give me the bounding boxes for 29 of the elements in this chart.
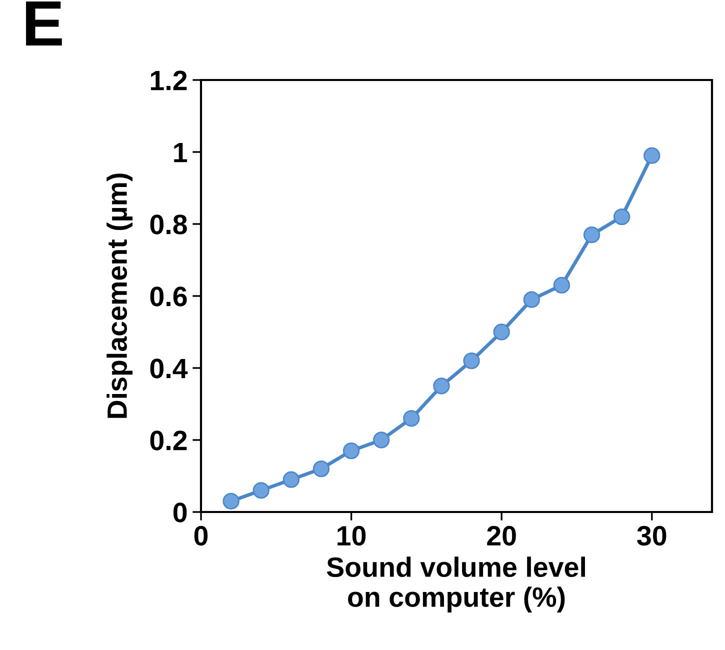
y-tick-label: 0.6 xyxy=(150,286,187,306)
y-tick-label: 1 xyxy=(174,142,188,162)
point xyxy=(373,432,390,448)
x-axis-title: Sound volume level on computer (%) xyxy=(326,556,585,612)
x-tick-label: 20 xyxy=(487,526,516,546)
point xyxy=(583,226,600,244)
x-tick-label: 10 xyxy=(338,526,366,546)
point xyxy=(523,291,540,308)
x-tick-label: 0 xyxy=(194,526,208,546)
point xyxy=(252,482,270,499)
point xyxy=(403,410,420,427)
y-tick-label: 0.2 xyxy=(150,430,187,450)
y-tick-label: 0 xyxy=(173,502,187,522)
x-tick-label: 30 xyxy=(637,526,666,546)
text: E xyxy=(26,2,62,46)
point xyxy=(644,147,660,164)
y-tick-label: 0.8 xyxy=(150,214,187,234)
point xyxy=(282,471,300,488)
point xyxy=(433,378,450,394)
point xyxy=(463,352,480,370)
y-axis-title: Displacement (µm) xyxy=(106,174,133,418)
point xyxy=(312,460,330,478)
y-tick-label: 0.4 xyxy=(150,358,188,378)
point xyxy=(493,324,510,340)
point xyxy=(342,442,360,460)
point xyxy=(553,276,570,294)
point xyxy=(222,492,240,510)
point xyxy=(613,208,630,226)
y-tick-label: 1.2 xyxy=(150,70,187,90)
